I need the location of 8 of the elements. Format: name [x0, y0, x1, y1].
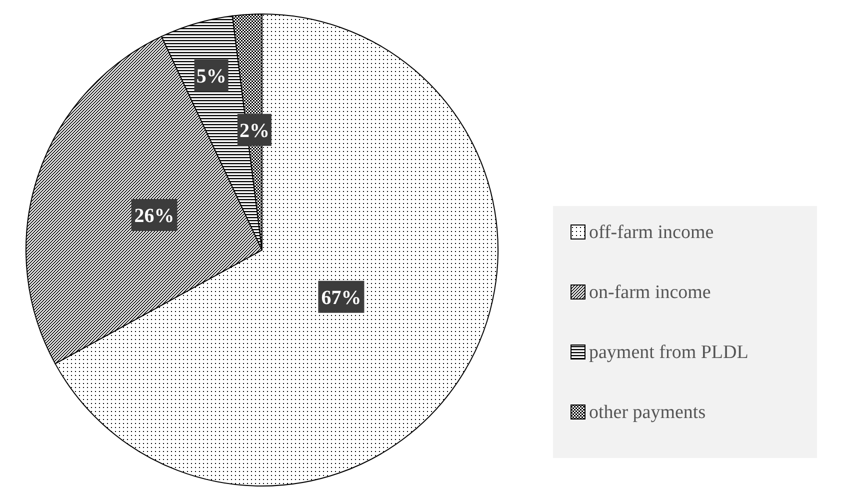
data-label: 67% [321, 286, 362, 309]
legend-label: off-farm income [589, 222, 714, 243]
legend-label: payment from PLDL [589, 342, 748, 363]
data-label: 5% [196, 65, 226, 88]
data-label: 2% [239, 120, 270, 142]
legend-label: on-farm income [589, 282, 711, 303]
data-label: 26% [134, 204, 174, 227]
legend-label: other payments [589, 402, 706, 423]
